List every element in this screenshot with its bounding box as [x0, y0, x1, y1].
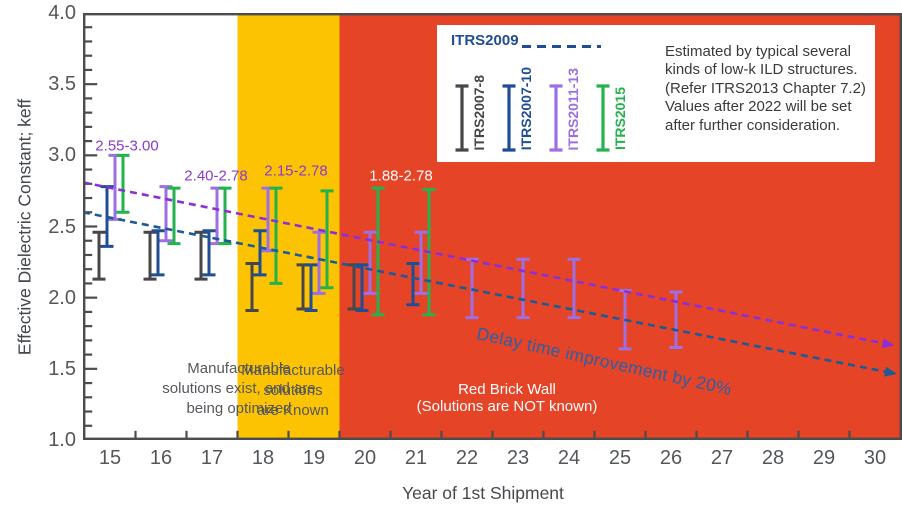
region-solutions-known	[237, 13, 340, 440]
legend-label-ITRS2015: ITRS2015	[612, 86, 628, 150]
ITRS2007-10-errorbar-swatch	[502, 84, 516, 152]
y-tick-label-3.0: 3.0	[48, 144, 76, 167]
error-bar-ITRS2007-10-year17	[202, 229, 216, 277]
legend-glyph-ITRS2011-13: ITRS2011-13	[549, 68, 589, 152]
x-tick-label-15: 15	[98, 447, 122, 469]
trend-line-ITRS2011-13-trend	[83, 181, 883, 345]
error-bar-ITRS2007-10-year19	[304, 263, 318, 312]
x-tick-label-21: 21	[404, 447, 428, 469]
y-tick-label-1.0: 1.0	[48, 429, 76, 451]
y-tick-label-1.5: 1.5	[48, 357, 76, 380]
legend-glyph-ITRS2007-8: ITRS2007-8	[455, 75, 495, 152]
x-tick-label-20: 20	[353, 447, 377, 469]
region-label-solutions-known: Manufacturable solutions are Known	[241, 362, 345, 419]
region-label-solutions-optimized: Manufacturable solutions exist, and are …	[162, 360, 316, 417]
ITRS2015-errorbar-swatch	[596, 84, 610, 152]
legend-label-ITRS2007-10: ITRS2007-10	[518, 66, 534, 150]
x-tick-label-29: 29	[812, 447, 836, 469]
x-tick-label-18: 18	[251, 447, 275, 469]
ITRS2007-8-errorbar-swatch	[455, 84, 469, 152]
error-bar-ITRS2007-10-year18	[253, 229, 267, 277]
y-tick-label-2.0: 2.0	[48, 286, 76, 309]
range-label-2.40-2.78: 2.40-2.78	[184, 167, 248, 185]
range-label-2.55-3.00: 2.55-3.00	[95, 137, 159, 155]
x-tick-label-19: 19	[302, 447, 326, 469]
plot-area	[83, 13, 902, 440]
legend-itrs2009-label: ITRS2009	[451, 32, 519, 49]
trend-arrowhead-ITRS2011-13-trend	[881, 338, 895, 349]
ITRS2011-13-errorbar-swatch	[549, 84, 563, 152]
range-label-2.15-2.78: 2.15-2.78	[264, 162, 328, 180]
y-tick-label-3.5: 3.5	[48, 73, 76, 96]
trend-arrowhead-ITRS2009	[884, 366, 897, 377]
x-tick-label-28: 28	[761, 447, 785, 469]
error-bar-ITRS2015-year16	[167, 186, 181, 246]
error-bar-ITRS2007-10-year16	[151, 229, 165, 277]
x-tick-label-27: 27	[710, 447, 734, 469]
x-tick-label-17: 17	[200, 447, 224, 469]
legend-glyph-ITRS2015: ITRS2015	[596, 84, 636, 152]
error-bar-ITRS2007-8-year15	[92, 230, 106, 281]
x-tick-label-30: 30	[863, 447, 887, 469]
x-tick-label-23: 23	[506, 447, 530, 469]
error-bar-ITRS2007-8-year18	[245, 262, 259, 312]
error-bar-ITRS2015-year17	[218, 186, 232, 246]
error-bar-ITRS2011-13-year20	[363, 230, 377, 295]
error-bar-ITRS2015-year19	[320, 189, 334, 290]
x-tick-label-16: 16	[149, 447, 173, 469]
y-tick-label-2.5: 2.5	[48, 215, 76, 238]
x-tick-label-25: 25	[608, 447, 632, 469]
error-bar-ITRS2015-year20	[371, 186, 385, 317]
error-bar-ITRS2015-year15	[116, 153, 130, 214]
trend-line-ITRS2009	[83, 210, 886, 373]
x-tick-label-22: 22	[455, 447, 479, 469]
x-tick-label-24: 24	[557, 447, 581, 469]
legend-note: Estimated by typical several kinds of lo…	[665, 43, 866, 134]
legend-glyph-ITRS2007-10: ITRS2007-10	[502, 67, 542, 152]
error-bar-ITRS2011-13-year24	[567, 257, 581, 320]
legend: ITRS2009 ITRS2007-8 ITRS2007-10 ITRS2011-1…	[437, 25, 875, 162]
error-bar-ITRS2007-10-year21	[406, 262, 420, 307]
plot-frame	[83, 13, 902, 440]
error-bar-ITRS2007-10-year20	[355, 263, 369, 312]
legend-label-ITRS2011-13: ITRS2011-13	[565, 67, 581, 151]
x-tick-label-26: 26	[659, 447, 683, 469]
error-bar-ITRS2011-13-year23	[516, 257, 530, 320]
legend-label-ITRS2007-8: ITRS2007-8	[471, 74, 487, 150]
y-tick-label-4.0: 4.0	[48, 2, 76, 24]
range-label-1.88-2.78: 1.88-2.78	[369, 167, 433, 185]
error-bar-ITRS2011-13-year21	[414, 230, 428, 295]
itrs2009-dashed-line-swatch	[522, 45, 601, 48]
region-label-red-brick-wall: Red Brick Wall (Solutions are NOT known)	[416, 381, 598, 415]
error-bar-ITRS2011-13-year19	[312, 230, 326, 295]
error-bar-ITRS2015-year18	[269, 186, 283, 285]
x-axis-title: Year of 1st Shipment	[402, 483, 564, 503]
